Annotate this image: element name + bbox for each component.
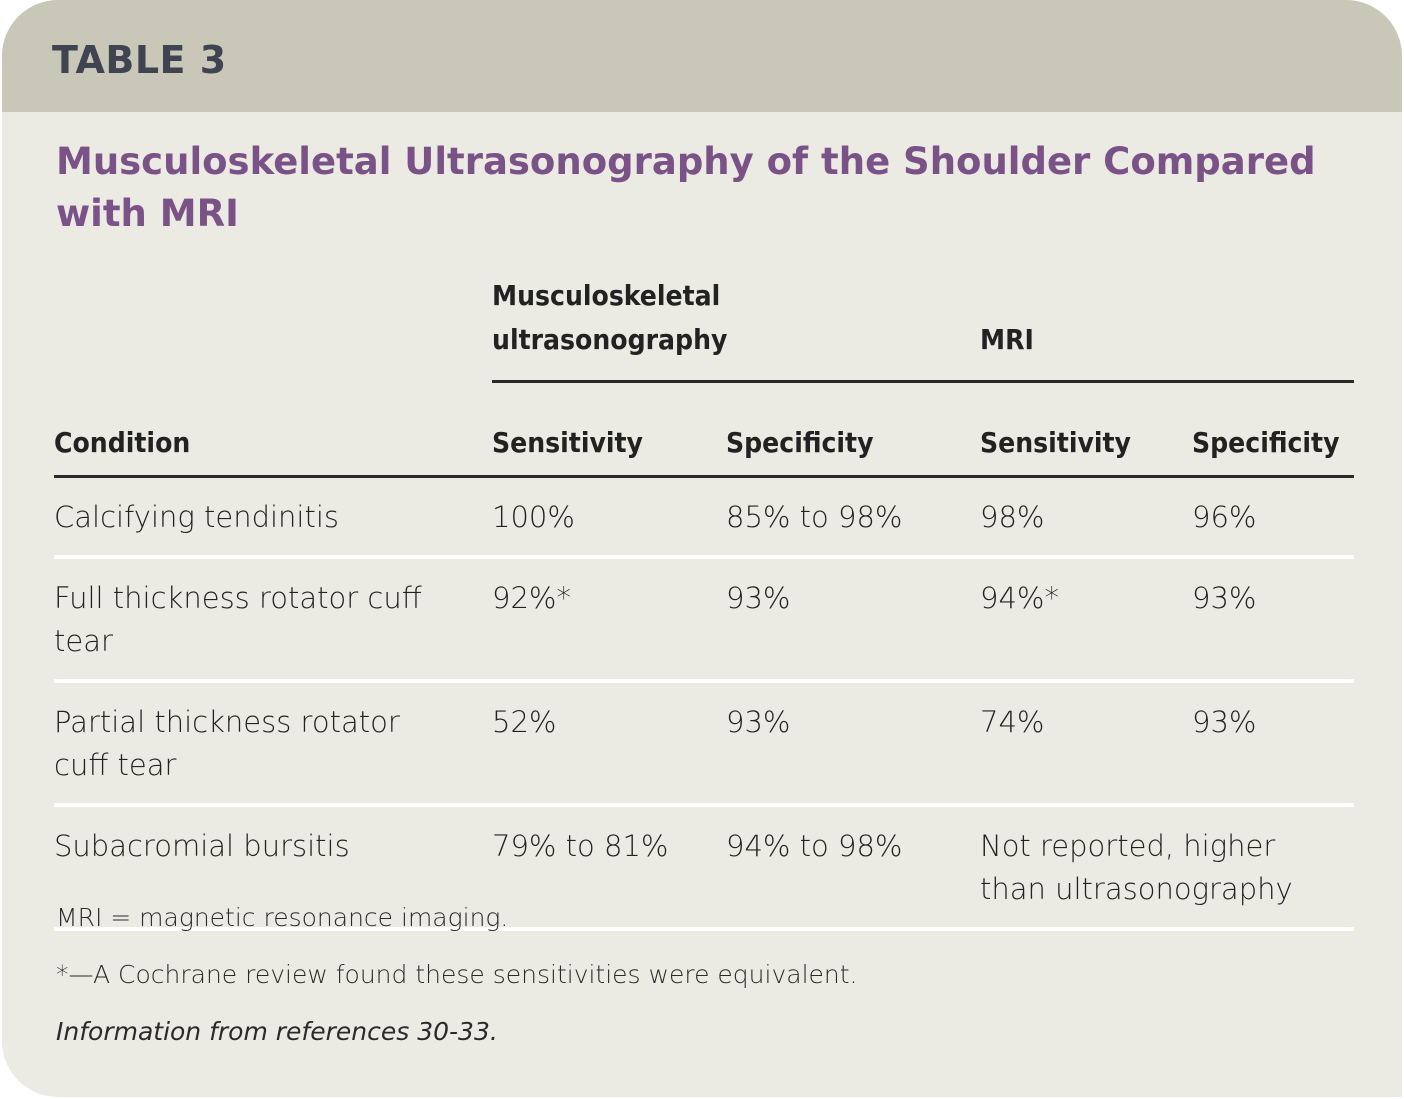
empty-group-header bbox=[54, 258, 492, 382]
cell-us-sensitivity: 92%* bbox=[492, 557, 726, 683]
cell-mri-sensitivity: 74% bbox=[980, 681, 1192, 807]
column-header-us-specificity: Specificity bbox=[726, 381, 980, 478]
cell-mri-combined: Not reported, higher than ultrasonograph… bbox=[980, 805, 1354, 931]
column-header-mri-sensitivity: Sensitivity bbox=[980, 381, 1192, 478]
cell-us-sensitivity: 52% bbox=[492, 681, 726, 807]
cell-mri-sensitivity: 94%* bbox=[980, 557, 1192, 683]
cell-us-specificity: 85% to 98% bbox=[726, 476, 980, 559]
cell-mri-specificity: 96% bbox=[1192, 476, 1354, 559]
footnote-abbreviation: MRI = magnetic resonance imaging. bbox=[56, 903, 509, 932]
table-row: Partial thickness rotator cuff tear 52% … bbox=[54, 681, 1354, 807]
footnote-asterisk: *—A Cochrane review found these sensitiv… bbox=[56, 960, 858, 989]
column-header-row: Condition Sensitivity Specificity Sensit… bbox=[54, 381, 1354, 478]
table-row: Subacromial bursitis 79% to 81% 94% to 9… bbox=[54, 805, 1354, 931]
footnote-source: Information from references 30-33. bbox=[56, 1017, 498, 1046]
column-header-mri-specificity: Specificity bbox=[1192, 381, 1354, 478]
cell-condition: Partial thickness rotator cuff tear bbox=[54, 681, 492, 807]
column-header-us-sensitivity: Sensitivity bbox=[492, 381, 726, 478]
cell-us-specificity: 93% bbox=[726, 557, 980, 683]
cell-mri-specificity: 93% bbox=[1192, 557, 1354, 683]
cell-mri-sensitivity: 98% bbox=[980, 476, 1192, 559]
table-header-band: TABLE 3 bbox=[2, 0, 1402, 112]
column-header-condition: Condition bbox=[54, 381, 492, 478]
cell-us-specificity: 93% bbox=[726, 681, 980, 807]
table-row: Calcifying tendinitis 100% 85% to 98% 98… bbox=[54, 476, 1354, 559]
table-title: Musculoskeletal Ultrasonography of the S… bbox=[56, 140, 1316, 235]
cell-condition: Calcifying tendinitis bbox=[54, 476, 492, 559]
group-header-row: Musculoskeletal ultrasonography MRI bbox=[54, 258, 1354, 383]
table-footnotes: MRI = magnetic resonance imaging. *—A Co… bbox=[56, 900, 858, 1071]
cell-condition: Full thickness rotator cuff tear bbox=[54, 557, 492, 683]
table-row: Full thickness rotator cuff tear 92%* 93… bbox=[54, 557, 1354, 683]
cell-condition: Subacromial bursitis bbox=[54, 805, 492, 931]
cell-mri-specificity: 93% bbox=[1192, 681, 1354, 807]
group-header-mri: MRI bbox=[980, 258, 1354, 383]
comparison-table: Musculoskeletal ultrasonography MRI Cond… bbox=[54, 258, 1354, 931]
cell-us-sensitivity: 100% bbox=[492, 476, 726, 559]
group-header-ultrasound: Musculoskeletal ultrasonography bbox=[492, 258, 980, 383]
table-label: TABLE 3 bbox=[52, 38, 227, 82]
cell-us-specificity: 94% to 98% bbox=[726, 805, 980, 931]
cell-us-sensitivity: 79% to 81% bbox=[492, 805, 726, 931]
